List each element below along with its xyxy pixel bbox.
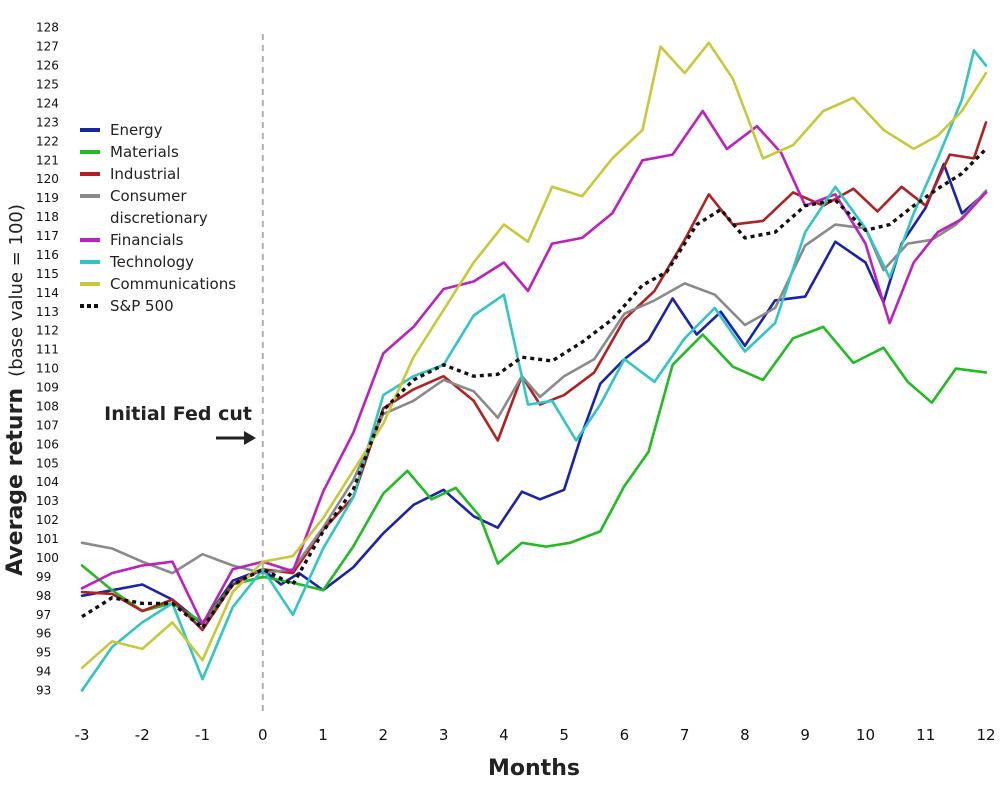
- y-tick-label: 127: [36, 40, 59, 54]
- y-tick-label: 100: [36, 551, 59, 565]
- x-tick-label: 11: [916, 726, 935, 744]
- y-tick-label: 107: [36, 418, 59, 432]
- y-tick-label: 124: [36, 96, 59, 110]
- y-tick-label: 101: [36, 532, 59, 546]
- y-tick-label: 93: [36, 684, 51, 698]
- legend-label: Financials: [110, 231, 184, 249]
- y-tick-label: 98: [36, 589, 51, 603]
- y-tick-label: 119: [36, 191, 59, 205]
- fed-cut-annotation: Initial Fed cut: [104, 403, 252, 425]
- series-line: [80, 121, 988, 632]
- series-line: [80, 189, 988, 575]
- legend-label: Energy: [110, 121, 163, 139]
- y-tick-label: 94: [36, 665, 51, 679]
- series-line: [80, 109, 988, 626]
- y-tick-label: 99: [36, 570, 51, 584]
- y-tick-label: 114: [36, 286, 59, 300]
- legend-label-continued: discretionary: [110, 209, 208, 227]
- arrow-right-icon: [216, 431, 256, 445]
- y-axis-label-light: (base value = 100): [6, 204, 27, 377]
- legend-label: Communications: [110, 275, 236, 293]
- x-tick-label: 8: [740, 726, 750, 744]
- x-tick-label: 12: [976, 726, 995, 744]
- y-tick-label: 105: [36, 456, 59, 470]
- series-line: [80, 49, 988, 692]
- y-tick-label: 104: [36, 475, 59, 489]
- y-tick-label: 126: [36, 59, 59, 73]
- y-tick-label: 117: [36, 229, 59, 243]
- y-tick-label: 123: [36, 115, 59, 129]
- x-tick-label: 3: [439, 726, 449, 744]
- legend-label: Technology: [109, 253, 194, 271]
- y-tick-label: 96: [36, 627, 51, 641]
- y-tick-label: 115: [36, 267, 59, 281]
- y-tick-label: 102: [36, 513, 59, 527]
- x-tick-label: 5: [559, 726, 569, 744]
- y-axis-label: Average return (base value = 100): [3, 204, 28, 576]
- x-tick-label: 9: [800, 726, 810, 744]
- x-axis-label: Months: [488, 756, 580, 781]
- x-tick-label: 6: [620, 726, 630, 744]
- y-tick-label: 97: [36, 608, 51, 622]
- y-tick-label: 108: [36, 399, 59, 413]
- y-tick-label: 120: [36, 172, 59, 186]
- x-tick-label: 4: [499, 726, 509, 744]
- x-axis-ticks: -3 -2 -1 0 1 2 3 4 5 6 7 8 9 10 11 12: [75, 726, 996, 744]
- x-tick-label: -1: [195, 726, 210, 744]
- y-tick-label: 109: [36, 381, 59, 395]
- y-tick-label: 128: [36, 21, 59, 35]
- x-tick-label: -3: [75, 726, 90, 744]
- y-tick-label: 113: [36, 305, 59, 319]
- y-tick-label: 121: [36, 153, 59, 167]
- x-tick-label: -2: [135, 726, 150, 744]
- y-tick-label: 110: [36, 362, 59, 376]
- series-line: [80, 325, 988, 624]
- x-tick-label: 1: [318, 726, 328, 744]
- y-tick-label: 106: [36, 437, 59, 451]
- y-tick-label: 116: [36, 248, 59, 262]
- y-tick-label: 122: [36, 134, 59, 148]
- legend-label: Materials: [110, 143, 179, 161]
- x-tick-label: 0: [258, 726, 268, 744]
- legend-label: S&P 500: [110, 297, 174, 315]
- y-tick-label: 103: [36, 494, 59, 508]
- series-line: [80, 41, 988, 670]
- x-tick-label: 10: [856, 726, 875, 744]
- legend-label: Industrial: [110, 165, 180, 183]
- x-tick-label: 2: [379, 726, 389, 744]
- series-lines: [80, 41, 988, 692]
- legend: Energy Materials Industrial Consumer discret…: [80, 121, 236, 315]
- y-axis-label-bold: Average return: [3, 388, 28, 576]
- y-tick-label: 112: [36, 324, 59, 338]
- y-tick-label: 111: [36, 343, 59, 357]
- legend-label: Consumer: [110, 187, 187, 205]
- y-tick-label: 118: [36, 210, 59, 224]
- y-tick-label: 95: [36, 646, 51, 660]
- x-tick-label: 7: [680, 726, 690, 744]
- y-tick-label: 125: [36, 77, 59, 91]
- y-axis-ticks: 93 94 95 96 97 98 99 100 101 102 103 104 105 106 107 10…: [36, 21, 59, 698]
